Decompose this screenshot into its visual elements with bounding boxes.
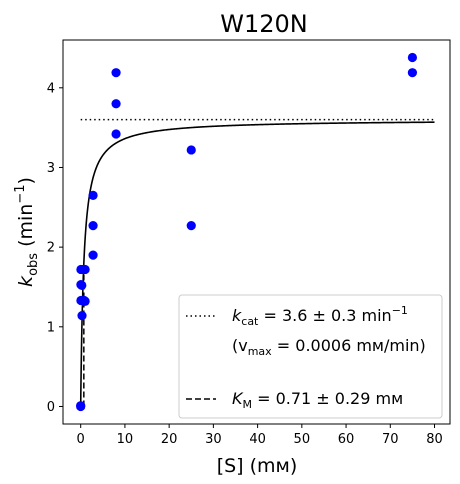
x-tick-label: 60 [338, 432, 355, 447]
legend-kcat-label: kcat = 3.6 ± 0.3 min−1 [232, 304, 408, 328]
legend-vmax-rest: = 0.0006 mᴍ/min) [272, 336, 426, 355]
plot-points [76, 52, 418, 412]
y-tick-label: 4 [47, 81, 55, 96]
y-tick-label: 2 [47, 241, 55, 256]
legend-km-k: K [232, 389, 244, 408]
data-point [407, 52, 418, 63]
data-point [77, 280, 87, 290]
legend-kcat-k: k [232, 306, 242, 325]
data-point [80, 264, 90, 275]
data-point [407, 68, 418, 78]
data-point [88, 221, 98, 231]
plot-frame [62, 39, 451, 425]
y-axis-label-sup: −1 [13, 184, 28, 203]
data-point [111, 68, 121, 78]
data-point [88, 250, 98, 260]
y-tick-label: 0 [47, 400, 55, 415]
x-tick-label: 30 [205, 432, 222, 447]
fit-curve [79, 121, 435, 407]
data-point [80, 296, 90, 306]
y-axis-label-sub: obs [26, 253, 41, 276]
chart-title: W120N [220, 10, 308, 38]
x-tick-label: 40 [249, 432, 266, 447]
y-axis-label: kobs (min−1) [13, 177, 41, 287]
legend-km-sub: M [243, 398, 253, 411]
legend-box [178, 294, 443, 419]
x-tick-label: 10 [117, 432, 134, 447]
data-point [76, 401, 86, 411]
legend-kcat-sub: cat [241, 315, 259, 328]
x-tick-label: 50 [294, 432, 311, 447]
data-point [77, 311, 87, 321]
legend-vmax-open: (v [232, 336, 248, 355]
x-tick-label: 0 [77, 432, 85, 447]
legend-km-label: KM = 0.71 ± 0.29 mᴍ [232, 389, 403, 411]
x-tick-label: 20 [161, 432, 178, 447]
data-point [111, 129, 121, 139]
y-axis-label-unit: (min [15, 204, 37, 253]
x-tick-label: 80 [426, 432, 443, 447]
data-point [186, 221, 196, 231]
legend-vmax-label: (vmax = 0.0006 mᴍ/min) [232, 336, 426, 358]
y-tick-label: 3 [47, 161, 55, 176]
data-point [186, 145, 196, 155]
y-tick-label: 1 [47, 320, 55, 335]
y-axis-label-k: k [15, 275, 37, 287]
legend-vmax-sub: max [248, 345, 272, 358]
data-point [111, 99, 121, 109]
x-tick-label: 70 [382, 432, 399, 447]
data-point [88, 190, 98, 200]
y-axis-label-close: ) [15, 177, 37, 184]
legend-kcat-sup: −1 [392, 304, 408, 317]
x-axis-label: [S] (mᴍ) [217, 455, 298, 477]
legend-km-rest: = 0.71 ± 0.29 mᴍ [252, 389, 403, 408]
axis-ticks: 0 10 20 30 40 50 60 70 80 0 1 2 3 4 [47, 81, 443, 447]
legend: kcat = 3.6 ± 0.3 min−1 (vmax = 0.0006 mᴍ… [178, 294, 443, 419]
legend-kcat-rest: = 3.6 ± 0.3 min [258, 306, 391, 325]
